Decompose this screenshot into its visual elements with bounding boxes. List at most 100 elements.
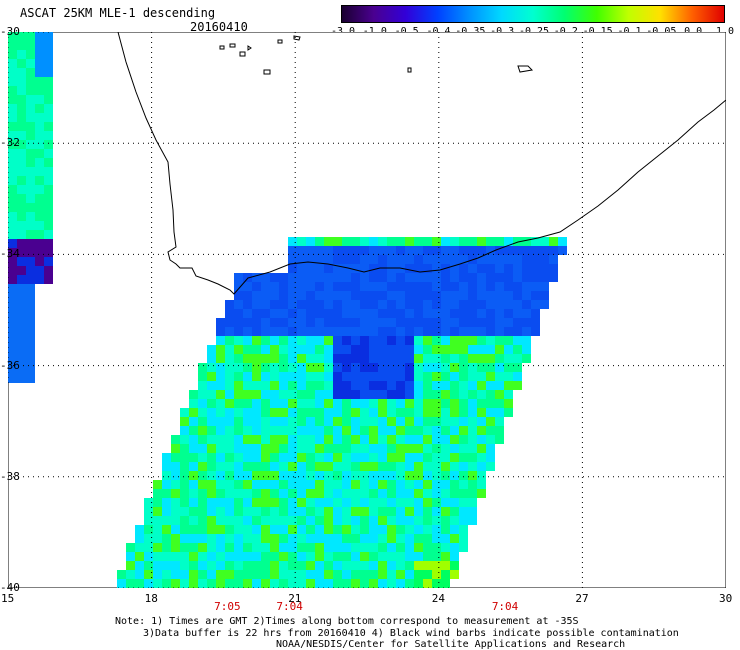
swath-pixel	[396, 525, 405, 534]
swath-pixel	[171, 561, 180, 570]
swath-pixel	[360, 426, 369, 435]
swath-pixel	[180, 498, 189, 507]
swath-pixel	[450, 345, 459, 354]
swath-pixel	[369, 354, 378, 363]
swath-pixel	[414, 570, 423, 579]
swath-pixel	[207, 489, 216, 498]
swath-pixel	[504, 345, 513, 354]
swath-pixel	[162, 489, 171, 498]
swath-pixel	[180, 408, 189, 417]
swath-pixel	[144, 561, 153, 570]
swath-pixel	[8, 230, 17, 239]
swath-pixel	[207, 507, 216, 516]
swath-pixel	[17, 347, 26, 356]
swath-pixel	[279, 498, 288, 507]
swath-pixel	[261, 471, 270, 480]
swath-pixel	[234, 534, 243, 543]
swath-pixel	[378, 516, 387, 525]
swath-pixel	[396, 246, 405, 255]
swath-pixel	[441, 237, 450, 246]
swath-pixel	[459, 516, 468, 525]
swath-pixel	[44, 185, 53, 194]
swath-pixel	[387, 255, 396, 264]
swath-pixel	[144, 543, 153, 552]
swath-pixel	[198, 570, 207, 579]
swath-pixel	[153, 543, 162, 552]
swath-pixel	[279, 480, 288, 489]
swath-pixel	[351, 273, 360, 282]
swath-pixel	[288, 570, 297, 579]
swath-pixel	[360, 417, 369, 426]
swath-pixel	[342, 516, 351, 525]
swath-pixel	[35, 212, 44, 221]
swath-pixel	[513, 327, 522, 336]
swath-pixel	[243, 507, 252, 516]
swath-pixel	[216, 408, 225, 417]
swath-pixel	[279, 273, 288, 282]
swath-pixel	[405, 291, 414, 300]
swath-pixel	[468, 300, 477, 309]
swath-pixel	[17, 293, 26, 302]
swath-pixel	[252, 381, 261, 390]
swath-pixel	[198, 498, 207, 507]
swath-pixel	[459, 534, 468, 543]
swath-pixel	[26, 257, 35, 266]
swath-pixel	[351, 444, 360, 453]
swath-pixel	[342, 417, 351, 426]
swath-pixel	[252, 462, 261, 471]
swath-pixel	[333, 318, 342, 327]
swath-pixel	[216, 345, 225, 354]
swath-pixel	[333, 408, 342, 417]
swath-pixel	[26, 329, 35, 338]
swath-pixel	[252, 543, 261, 552]
swath-pixel	[189, 408, 198, 417]
swath-pixel	[270, 354, 279, 363]
swath-pixel	[279, 570, 288, 579]
swath-pixel	[297, 246, 306, 255]
swath-pixel	[8, 311, 17, 320]
swath-pixel	[360, 408, 369, 417]
swath-pixel	[306, 426, 315, 435]
swath-pixel	[216, 471, 225, 480]
swath-pixel	[26, 284, 35, 293]
swath-pixel	[315, 507, 324, 516]
swath-pixel	[35, 77, 44, 86]
swath-pixel	[17, 86, 26, 95]
swath-pixel	[171, 462, 180, 471]
swath-pixel	[135, 534, 144, 543]
swath-pixel	[360, 237, 369, 246]
swath-pixel	[369, 570, 378, 579]
swath-pixel	[549, 273, 558, 282]
swath-pixel	[243, 498, 252, 507]
swath-pixel	[270, 516, 279, 525]
swath-pixel	[279, 462, 288, 471]
swath-pixel	[234, 444, 243, 453]
swath-pixel	[387, 426, 396, 435]
swath-pixel	[8, 248, 17, 257]
swath-pixel	[8, 329, 17, 338]
swath-pixel	[414, 543, 423, 552]
swath-pixel	[234, 561, 243, 570]
swath-pixel	[207, 453, 216, 462]
swath-pixel	[333, 282, 342, 291]
swath-pixel	[414, 507, 423, 516]
swath-pixel	[333, 480, 342, 489]
swath-pixel	[26, 266, 35, 275]
swath-pixel	[441, 453, 450, 462]
swath-pixel	[396, 282, 405, 291]
swath-pixel	[360, 561, 369, 570]
swath-pixel	[342, 579, 351, 588]
swath-pixel	[243, 570, 252, 579]
swath-pixel	[306, 534, 315, 543]
swath-pixel	[198, 435, 207, 444]
swath-pixel	[216, 417, 225, 426]
swath-pixel	[342, 264, 351, 273]
swath-pixel	[315, 408, 324, 417]
swath-pixel	[234, 399, 243, 408]
swath-pixel	[441, 318, 450, 327]
swath-pixel	[26, 104, 35, 113]
swath-pixel	[468, 273, 477, 282]
swath-pixel	[315, 552, 324, 561]
swath-pixel	[414, 264, 423, 273]
swath-pixel	[405, 399, 414, 408]
